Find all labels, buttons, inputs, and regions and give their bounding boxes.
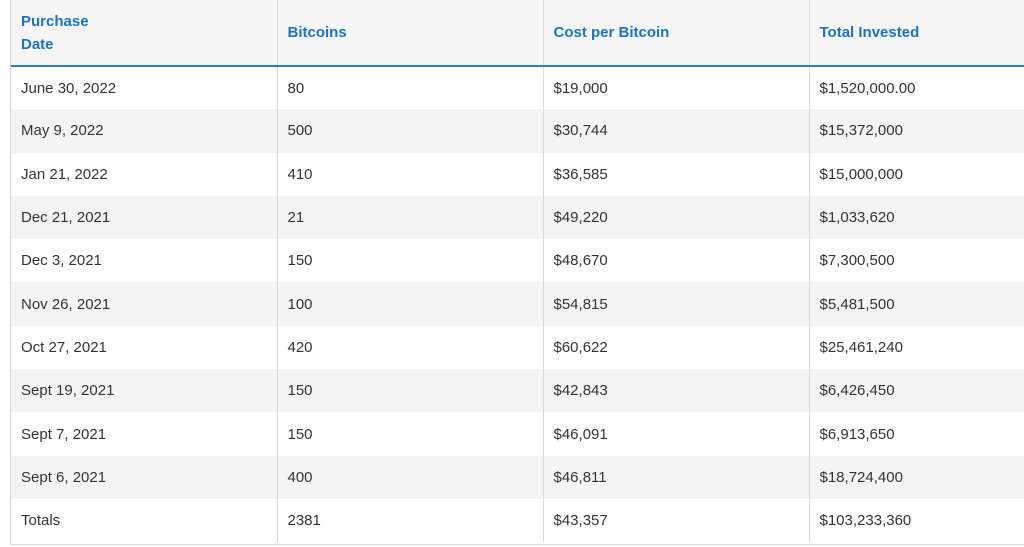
cell-purchase-date: Sept 7, 2021 (11, 412, 278, 456)
table-row: Sept 6, 2021 400 $46,811 $18,724,400 (11, 455, 1024, 499)
table-row: Sept 7, 2021 150 $46,091 $6,913,650 (11, 412, 1024, 456)
cell-total-invested: $6,426,450 (819, 382, 895, 400)
cell-bitcoins: 400 (277, 455, 544, 499)
cell-cost-per-bitcoin: $36,585 (543, 152, 810, 196)
cell-purchase-date: Dec 3, 2021 (11, 239, 278, 283)
cell-cost-per-bitcoin: $30,744 (543, 109, 810, 153)
header-bitcoins: Bitcoins (277, 0, 544, 67)
cell-bitcoins: 150 (277, 412, 544, 456)
table-row: Nov 26, 2021 100 $54,815 $5,481,500 (11, 282, 1024, 326)
cell-purchase-date: Jan 21, 2022 (11, 152, 278, 196)
cell-purchase-date: Dec 21, 2021 (11, 195, 278, 240)
table-row: Oct 27, 2021 420 $60,622 $25,461,240 (11, 325, 1024, 370)
cell-cost-per-bitcoin: $46,811 (543, 455, 810, 499)
cell-total-invested: $15,372,000 (819, 122, 903, 140)
cell-purchase-date: Oct 27, 2021 (11, 325, 278, 370)
cell-cost-per-bitcoin: $49,220 (543, 195, 810, 240)
cell-total-invested: $25,461,240 (819, 338, 903, 356)
header-cost-per-bitcoin: Cost per Bitcoin (543, 0, 810, 67)
header-total-invested: Total Invested (809, 0, 1024, 67)
bitcoin-purchases-table: Purchase Date Bitcoins Cost per Bitcoin … (11, 0, 1024, 543)
cell-total-invested: $18,724,400 (819, 468, 903, 486)
cell-purchase-date: Totals (11, 498, 278, 543)
bitcoin-purchases-table-container: Purchase Date Bitcoins Cost per Bitcoin … (10, 0, 1024, 545)
cell-purchase-date: May 9, 2022 (11, 109, 278, 153)
header-purchase-date-line1: Purchase (21, 12, 89, 30)
header-row: Purchase Date Bitcoins Cost per Bitcoin … (11, 0, 1024, 67)
cell-total-invested: $7,300,500 (819, 252, 895, 270)
cell-bitcoins: 2381 (277, 498, 544, 543)
cell-cost-per-bitcoin: $19,000 (543, 66, 810, 110)
cell-cost-per-bitcoin: $54,815 (543, 282, 810, 326)
cell-bitcoins: 500 (277, 109, 544, 153)
cell-bitcoins: 150 (277, 369, 544, 413)
table-row: Dec 21, 2021 21 $49,220 $1,033,620 (11, 195, 1024, 240)
cell-cost-per-bitcoin: $60,622 (543, 325, 810, 370)
totals-row: Totals 2381 $43,357 $103,233,360 (11, 498, 1024, 543)
cell-total-invested: $6,913,650 (819, 425, 895, 443)
cell-total-invested: $1,033,620 (819, 209, 895, 227)
cell-cost-per-bitcoin: $42,843 (543, 369, 810, 413)
cell-cost-per-bitcoin: $46,091 (543, 412, 810, 456)
header-purchase-date: Purchase Date (11, 0, 278, 67)
cell-total-invested: $5,481,500 (819, 295, 895, 313)
cell-total-invested: $1,520,000.00 (819, 79, 916, 97)
cell-cost-per-bitcoin: $48,670 (543, 239, 810, 283)
table-row: Dec 3, 2021 150 $48,670 $7,300,500 (11, 239, 1024, 283)
cell-purchase-date: June 30, 2022 (11, 66, 278, 110)
cell-purchase-date: Sept 6, 2021 (11, 455, 278, 499)
table-header: Purchase Date Bitcoins Cost per Bitcoin … (11, 0, 1024, 67)
table-row: Jan 21, 2022 410 $36,585 $15,000,000 (11, 152, 1024, 196)
cell-purchase-date: Nov 26, 2021 (11, 282, 278, 326)
cell-bitcoins: 410 (277, 152, 544, 196)
table-row: Sept 19, 2021 150 $42,843 $6,426,450 (11, 369, 1024, 413)
cell-total-invested: $103,233,360 (819, 512, 912, 530)
cell-bitcoins: 150 (277, 239, 544, 283)
cell-cost-per-bitcoin: $43,357 (543, 498, 810, 543)
cell-total-invested: $15,000,000 (819, 165, 903, 183)
cell-bitcoins: 80 (277, 66, 544, 110)
table-row: June 30, 2022 80 $19,000 $1,520,000.00 (11, 66, 1024, 110)
cell-bitcoins: 21 (277, 195, 544, 240)
table-body: June 30, 2022 80 $19,000 $1,520,000.00 May 9… (11, 66, 1024, 543)
cell-bitcoins: 420 (277, 325, 544, 370)
table-row: May 9, 2022 500 $30,744 $15,372,000 (11, 109, 1024, 153)
cell-purchase-date: Sept 19, 2021 (11, 369, 278, 413)
header-purchase-date-line2: Date (21, 35, 54, 53)
cell-bitcoins: 100 (277, 282, 544, 326)
